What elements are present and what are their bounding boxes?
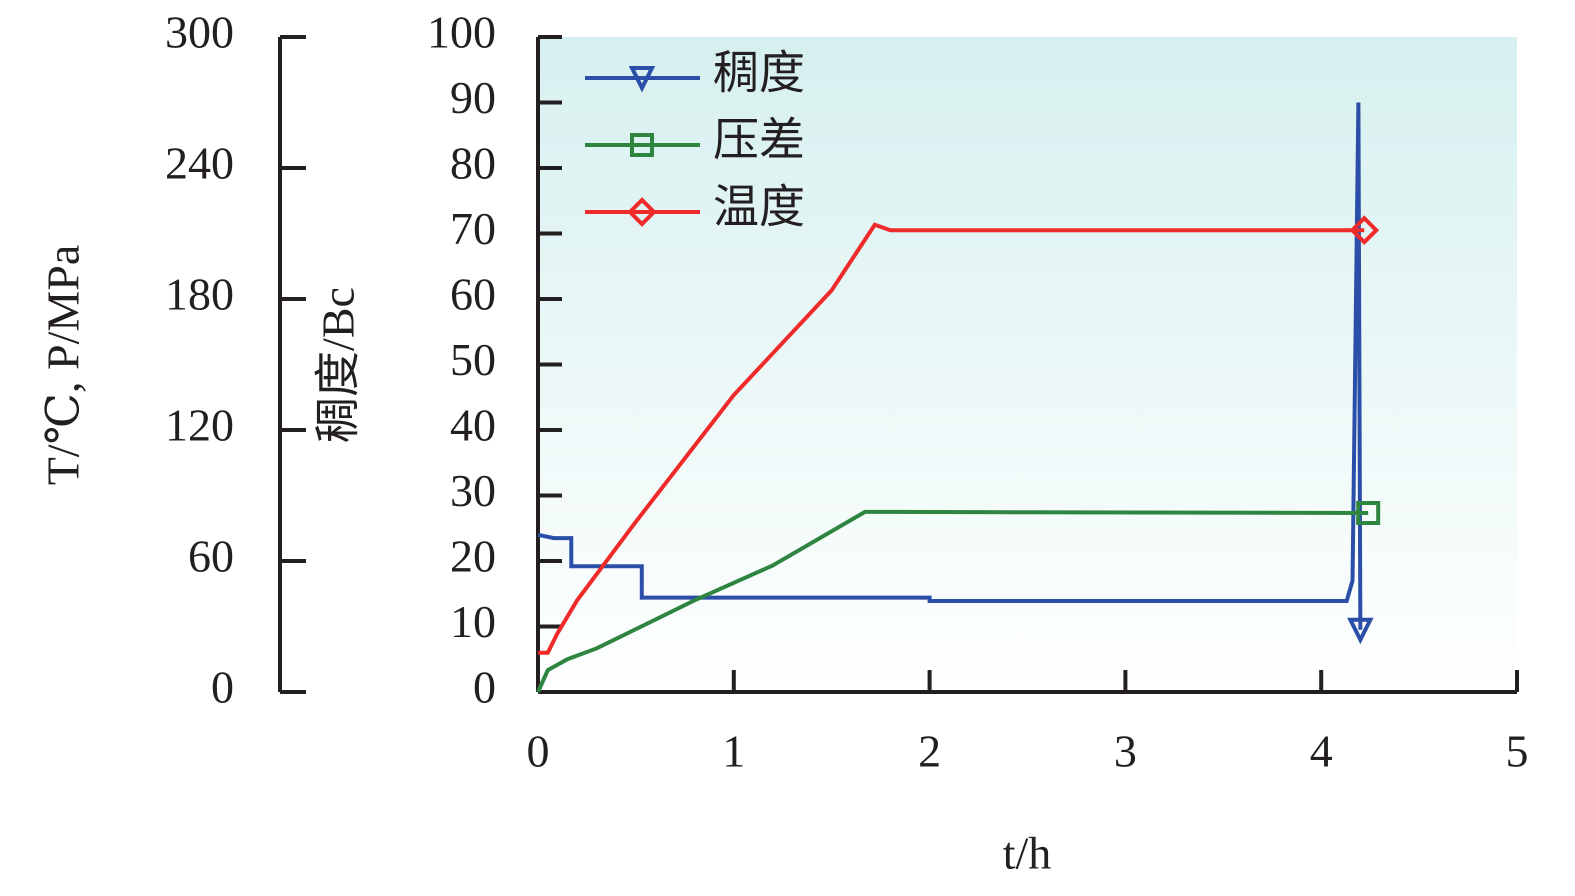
- y2-tick-label: 120: [165, 400, 234, 451]
- legend-marker: [630, 133, 654, 157]
- plot-background: [538, 37, 1517, 692]
- x-tick-label: 1: [722, 726, 745, 777]
- x-tick-label: 2: [918, 726, 941, 777]
- y2-axis-label: T/℃, P/MPa: [38, 245, 89, 486]
- series-marker: [1347, 617, 1374, 645]
- series-marker: [1349, 215, 1380, 246]
- x-tick-label: 5: [1506, 726, 1529, 777]
- series-marker: [1356, 500, 1381, 525]
- y-tick-label: 60: [450, 269, 496, 320]
- legend-label: 压差: [713, 115, 805, 166]
- x-tick-label: 0: [527, 726, 550, 777]
- series-line: [538, 222, 1365, 655]
- x-tick-label: 3: [1114, 726, 1137, 777]
- y-tick-label: 50: [450, 334, 496, 385]
- y2-tick-label: 60: [188, 531, 234, 582]
- y-tick-label: 80: [450, 138, 496, 189]
- x-tick-label: 4: [1310, 726, 1333, 777]
- series-line: [536, 509, 1369, 693]
- y-tick-label: 40: [450, 400, 496, 451]
- y2-tick-label: 240: [165, 138, 234, 189]
- y-tick-label: 70: [450, 203, 496, 254]
- y-tick-label: 20: [450, 531, 496, 582]
- y-tick-label: 90: [450, 72, 496, 123]
- series-line: [537, 102, 1363, 630]
- legend-label: 稠度: [713, 48, 805, 99]
- y2-tick-label: 180: [165, 269, 234, 320]
- legend-marker: [627, 197, 657, 227]
- y-tick-label: 10: [450, 596, 496, 647]
- y-tick-label: 100: [427, 7, 496, 58]
- y2-tick-label: 0: [211, 662, 234, 713]
- y2-tick-label: 300: [165, 7, 234, 58]
- y-axis-label: 稠度/Bc: [313, 287, 364, 443]
- legend-label: 温度: [713, 182, 805, 233]
- y-tick-label: 0: [473, 662, 496, 713]
- y-tick-label: 30: [450, 465, 496, 516]
- legend-marker: [628, 66, 656, 93]
- x-axis-label: t/h: [1003, 828, 1052, 879]
